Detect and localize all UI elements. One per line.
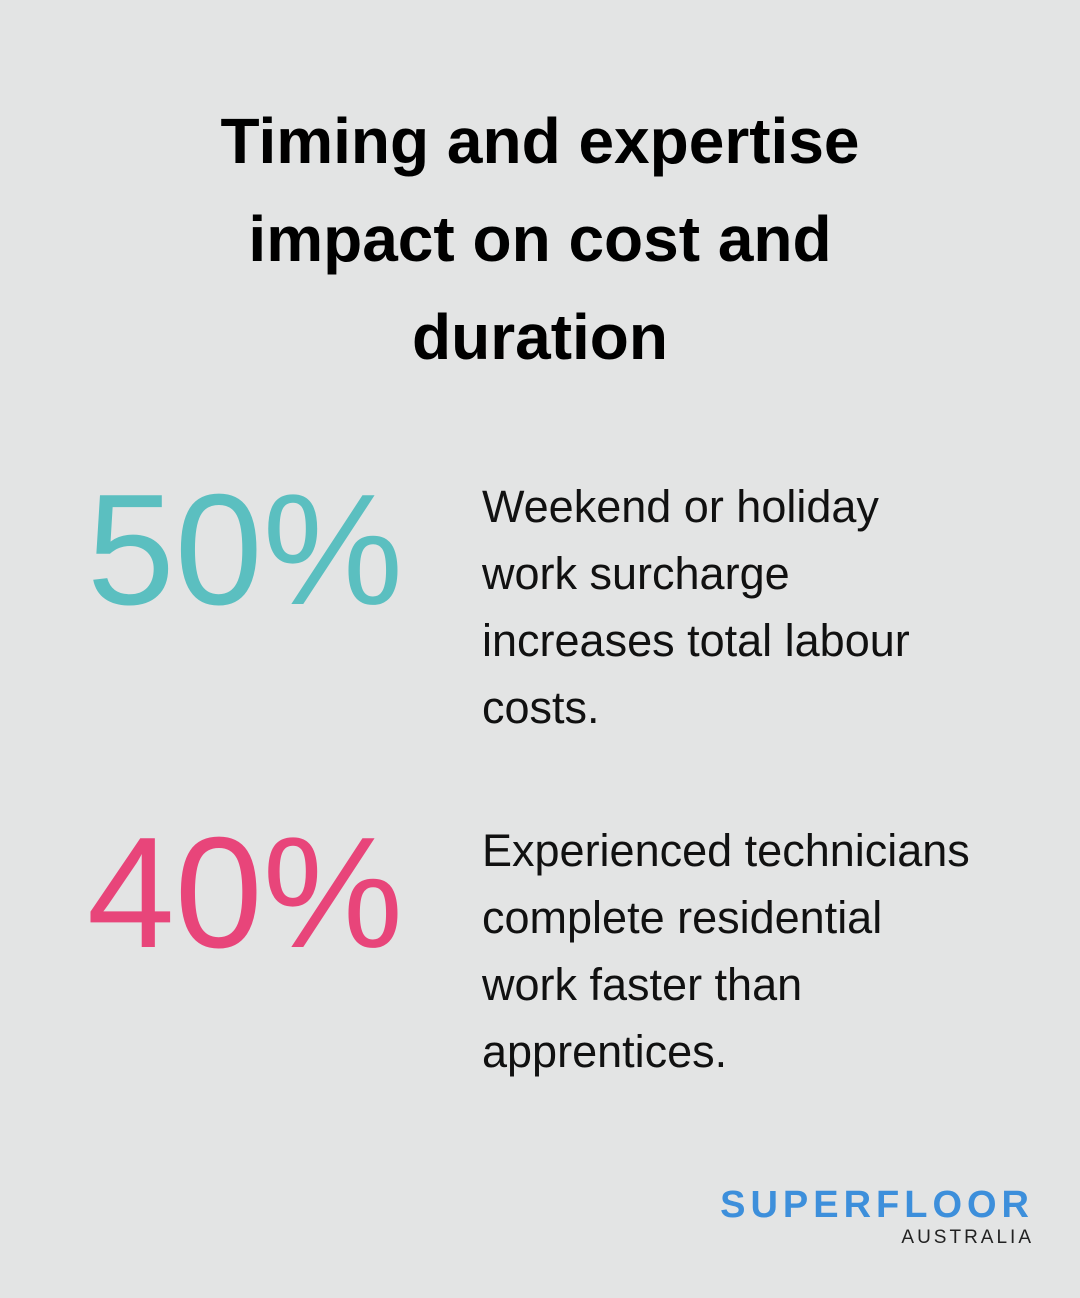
title: Timing and expertise impact on cost and … — [220, 105, 860, 373]
stat-text: Weekend or holiday work surcharge increa… — [482, 481, 910, 733]
logo-region: AUSTRALIA — [901, 1227, 1034, 1248]
stat-value: 40% — [86, 805, 404, 981]
logo-name: SUPERFLOOR — [720, 1184, 1034, 1226]
stat-text: Experienced technicians complete residen… — [482, 825, 970, 1077]
stat-value: 50% — [86, 462, 404, 638]
